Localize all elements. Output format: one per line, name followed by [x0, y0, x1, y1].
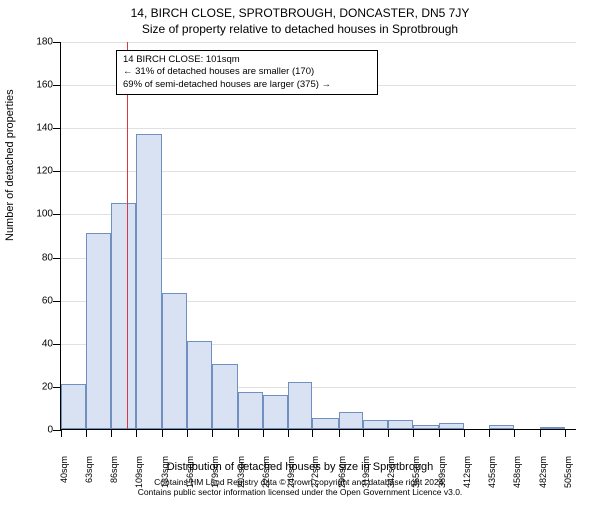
y-tick-label: 20 — [23, 381, 53, 392]
x-tick — [388, 429, 389, 437]
x-tick — [111, 429, 112, 437]
histogram-bar — [312, 418, 338, 429]
histogram-bar — [162, 293, 187, 429]
x-tick — [339, 429, 340, 437]
x-tick — [363, 429, 364, 437]
annotation-line-1: 14 BIRCH CLOSE: 101sqm — [123, 54, 371, 66]
histogram-bar — [263, 395, 288, 429]
chart-address-title: 14, BIRCH CLOSE, SPROTBROUGH, DONCASTER,… — [0, 0, 600, 20]
x-tick — [413, 429, 414, 437]
x-tick — [86, 429, 87, 437]
y-tick-label: 40 — [23, 338, 53, 349]
y-tick-label: 160 — [23, 80, 53, 91]
x-tick — [263, 429, 264, 437]
histogram-bar — [540, 427, 565, 429]
annotation-callout: 14 BIRCH CLOSE: 101sqm ← 31% of detached… — [116, 50, 378, 95]
y-tick-label: 80 — [23, 252, 53, 263]
histogram-bar — [136, 134, 162, 429]
y-tick-label: 180 — [23, 37, 53, 48]
gridline — [61, 42, 576, 43]
annotation-line-2: ← 31% of detached houses are smaller (17… — [123, 66, 371, 78]
gridline — [61, 128, 576, 129]
x-tick — [312, 429, 313, 437]
y-tick — [53, 214, 61, 215]
y-tick — [53, 42, 61, 43]
y-tick — [53, 344, 61, 345]
histogram-bar — [61, 384, 86, 429]
x-tick — [464, 429, 465, 437]
x-axis-title: Distribution of detached houses by size … — [0, 461, 600, 473]
x-tick — [439, 429, 440, 437]
y-tick-label: 120 — [23, 166, 53, 177]
histogram-bar — [238, 392, 263, 429]
histogram-bar — [339, 412, 364, 429]
histogram-bar — [212, 364, 238, 429]
y-tick — [53, 258, 61, 259]
footer-line-1: Contains HM Land Registry data © Crown c… — [0, 477, 600, 487]
y-axis-title: Number of detached properties — [4, 89, 16, 241]
chart-subtitle: Size of property relative to detached ho… — [0, 20, 600, 36]
x-tick — [238, 429, 239, 437]
x-tick — [514, 429, 515, 437]
y-tick — [53, 430, 61, 431]
histogram-bar — [363, 420, 388, 429]
x-tick — [288, 429, 289, 437]
histogram-bar — [388, 420, 413, 429]
y-tick — [53, 301, 61, 302]
histogram-bar — [187, 341, 212, 429]
histogram-bar — [111, 203, 136, 429]
y-tick-label: 100 — [23, 209, 53, 220]
y-tick-label: 60 — [23, 295, 53, 306]
x-tick — [187, 429, 188, 437]
footer-line-2: Contains public sector information licen… — [0, 487, 600, 497]
y-tick — [53, 128, 61, 129]
y-tick — [53, 85, 61, 86]
x-tick — [489, 429, 490, 437]
histogram-bar — [413, 425, 439, 429]
y-tick-label: 0 — [23, 425, 53, 436]
x-tick — [565, 429, 566, 437]
x-tick — [61, 429, 62, 437]
annotation-line-3: 69% of semi-detached houses are larger (… — [123, 79, 371, 91]
chart-footer: Contains HM Land Registry data © Crown c… — [0, 477, 600, 497]
reference-line — [127, 42, 128, 429]
x-tick — [162, 429, 163, 437]
histogram-bar — [489, 425, 514, 429]
y-tick-label: 140 — [23, 123, 53, 134]
y-tick — [53, 171, 61, 172]
y-tick — [53, 387, 61, 388]
chart-plot-area: 02040608010012014016018040sqm63sqm86sqm1… — [60, 42, 576, 430]
x-tick — [136, 429, 137, 437]
histogram-bar — [439, 423, 464, 429]
histogram-bar — [288, 382, 313, 429]
x-tick — [212, 429, 213, 437]
histogram-bar — [86, 233, 111, 429]
x-tick — [540, 429, 541, 437]
